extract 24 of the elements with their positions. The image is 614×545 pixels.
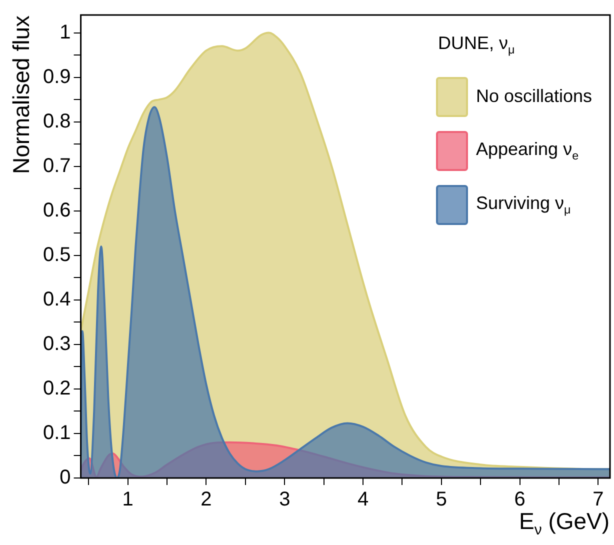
legend-label: Surviving ν$_{μ}$	[476, 192, 571, 216]
x-tick-label: 3	[279, 488, 290, 511]
y-tick-label: 0.3	[42, 332, 71, 355]
y-tick-label: 0.5	[42, 244, 71, 266]
x-tick-label: 2	[200, 488, 212, 511]
y-tick-label: 0.2	[42, 377, 71, 400]
y-tick-label: 0.8	[42, 110, 71, 132]
y-tick-label: 0.9	[42, 66, 71, 88]
legend-label: Appearing ν$_{e}$	[476, 138, 579, 162]
x-tick-label: 6	[514, 488, 526, 511]
y-axis-title: Normalised flux	[8, 16, 35, 174]
y-tick-label: 0.1	[42, 422, 71, 444]
x-tick-label: 1	[122, 488, 134, 511]
legend-title: DUNE, ν$_{μ}$	[438, 33, 516, 57]
x-tick-label: 7	[592, 488, 604, 511]
x-axis-title: E$_{ν}$ (GeV)	[519, 508, 610, 539]
y-tick-label: 0	[60, 466, 71, 489]
y-tick-label: 0.7	[42, 154, 71, 177]
legend-label: No oscillations	[476, 86, 592, 108]
x-tick-label: 4	[357, 488, 369, 511]
y-tick-label: 1	[60, 21, 71, 44]
y-tick-label: 0.4	[42, 288, 71, 310]
y-tick-label: 0.6	[42, 199, 71, 222]
x-tick-label: 5	[436, 488, 448, 511]
